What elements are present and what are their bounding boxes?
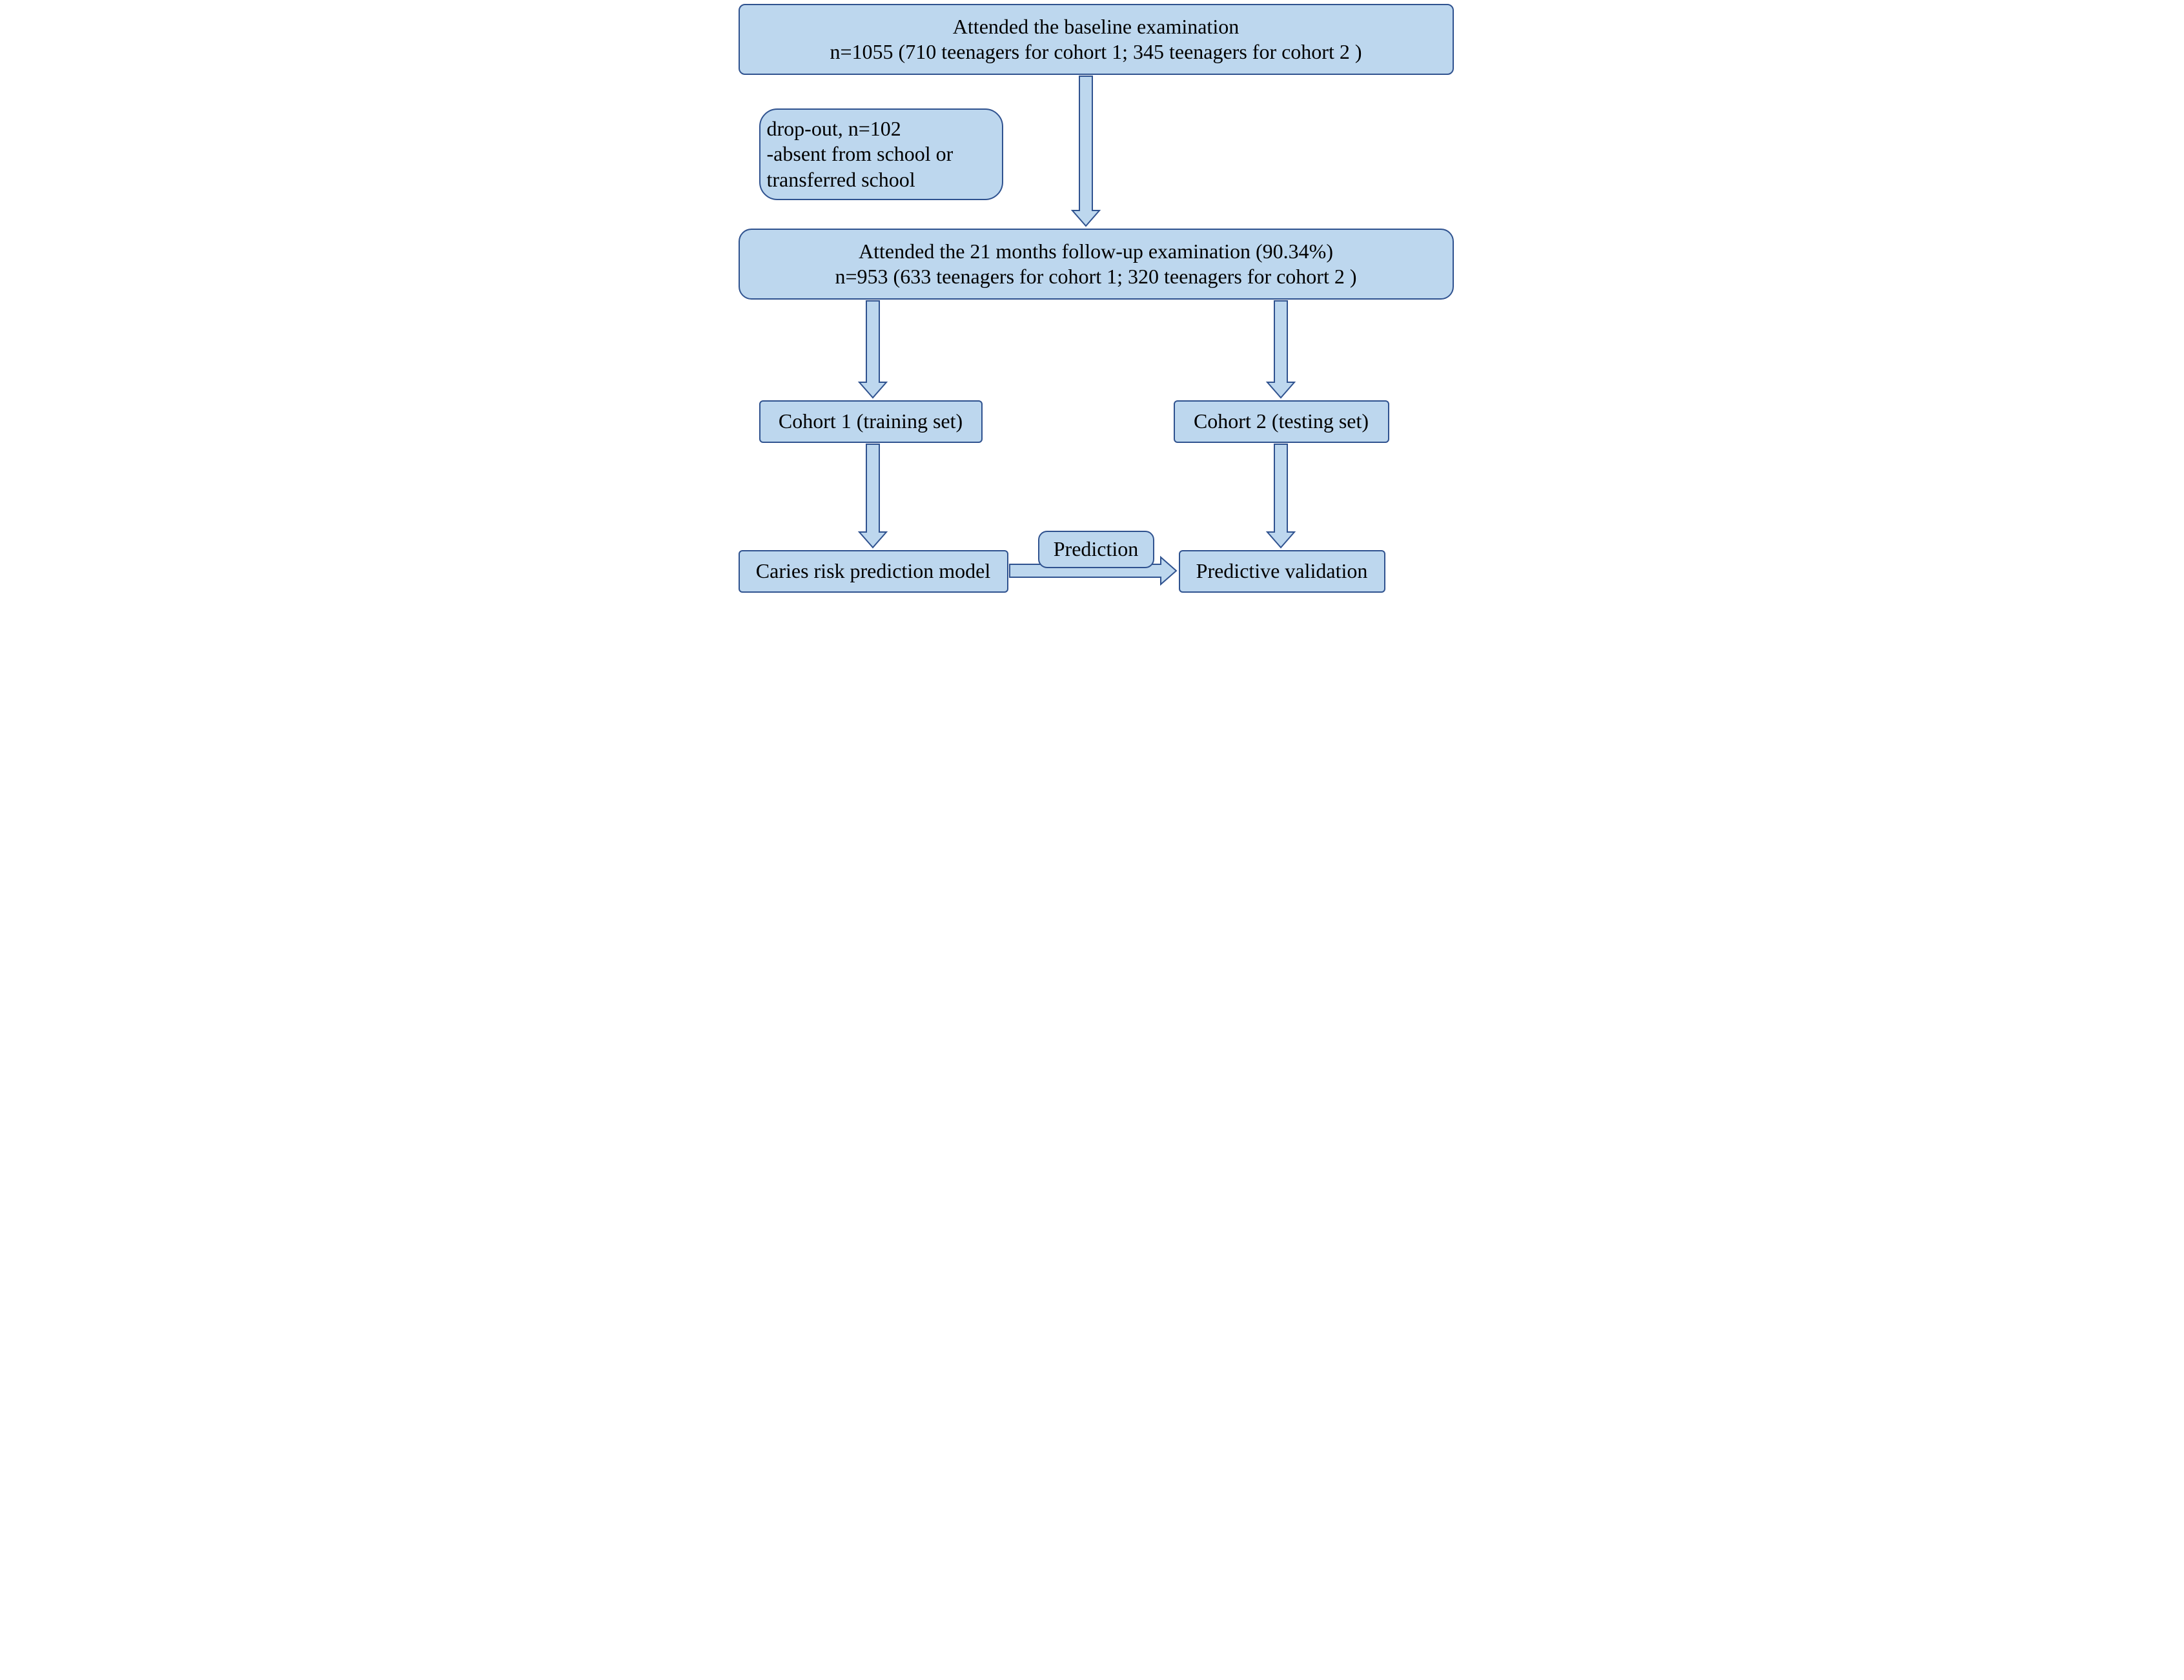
node-baseline-line2: n=1055 (710 teenagers for cohort 1; 345 … <box>830 39 1362 65</box>
node-dropout-line2: -absent from school or <box>767 141 954 167</box>
node-cohort1-training: Cohort 1 (training set) <box>759 400 983 443</box>
node-validation-label: Predictive validation <box>1196 558 1368 584</box>
node-dropout-line1: drop-out, n=102 <box>767 116 901 141</box>
node-cohort1-label: Cohort 1 (training set) <box>779 409 963 434</box>
arrows-layer <box>700 0 1485 604</box>
node-cohort2-testing: Cohort 2 (testing set) <box>1174 400 1389 443</box>
node-followup: Attended the 21 months follow-up examina… <box>739 229 1454 300</box>
node-baseline-line1: Attended the baseline examination <box>953 14 1239 39</box>
node-followup-line2: n=953 (633 teenagers for cohort 1; 320 t… <box>835 264 1357 289</box>
flowchart-canvas: Attended the baseline examination n=1055… <box>700 0 1485 604</box>
node-prediction-text: Prediction <box>1054 537 1139 562</box>
node-caries-model: Caries risk prediction model <box>739 550 1008 593</box>
node-followup-line1: Attended the 21 months follow-up examina… <box>859 239 1333 264</box>
node-caries-model-label: Caries risk prediction model <box>756 558 990 584</box>
node-dropout: drop-out, n=102 -absent from school or t… <box>759 108 1003 200</box>
node-prediction-label: Prediction <box>1038 531 1154 568</box>
node-cohort2-label: Cohort 2 (testing set) <box>1194 409 1369 434</box>
node-predictive-validation: Predictive validation <box>1179 550 1385 593</box>
node-dropout-line3: transferred school <box>767 167 915 192</box>
node-baseline: Attended the baseline examination n=1055… <box>739 4 1454 75</box>
